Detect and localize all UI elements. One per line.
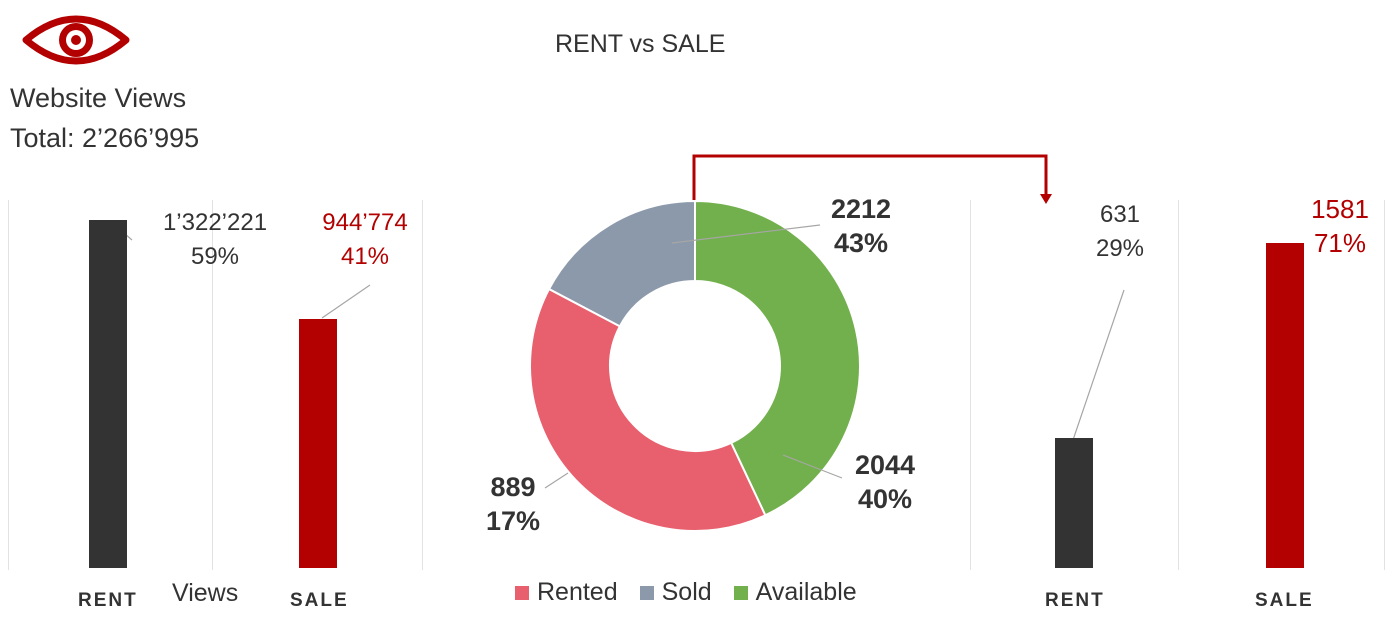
data-label-rent-views-percent: 59% <box>190 243 240 270</box>
data-label-rent-views: 1’322’221 59% <box>150 206 280 274</box>
data-label-sold-percent: 17% <box>485 506 541 536</box>
legend-label-available: Available <box>755 578 857 606</box>
deals-chart-divider <box>1178 200 1179 570</box>
data-label-sale-deals-value: 1581 <box>1311 194 1369 224</box>
eye-icon <box>22 15 130 65</box>
leader-available <box>671 224 821 244</box>
bar-rent-views <box>89 220 127 568</box>
donut-legend: Rented Sold Available <box>515 578 857 607</box>
donut-slice-rented <box>529 287 767 532</box>
data-label-sale-views-percent: 41% <box>340 243 390 270</box>
legend-swatch-rented <box>515 585 529 600</box>
category-label-sale-deals: SALE <box>1255 590 1314 611</box>
main-title: RENT vs SALE <box>555 30 726 58</box>
legend-label-sold: Sold <box>661 578 712 606</box>
data-label-rented: 2044 40% <box>830 448 940 516</box>
bar-sale-views <box>299 319 337 568</box>
data-label-sale-deals-percent: 71% <box>1313 228 1367 258</box>
data-label-available: 2212 43% <box>806 192 916 260</box>
views-axis-label: Views <box>172 579 239 607</box>
views-chart-left-border <box>8 200 9 570</box>
legend-item-available: Available <box>733 578 857 607</box>
data-label-sold-value: 889 <box>490 472 536 502</box>
bar-rent-deals <box>1055 438 1093 568</box>
deals-chart-left-border <box>970 200 971 570</box>
data-label-available-percent: 43% <box>833 228 889 258</box>
donut-slice-available <box>694 199 861 517</box>
category-label-sale-views: SALE <box>290 590 349 611</box>
views-chart-right-border <box>422 200 423 570</box>
deals-chart-right-border <box>1384 200 1385 570</box>
data-label-rent-deals-value: 631 <box>1099 201 1141 228</box>
category-label-rent-deals: RENT <box>1045 590 1105 611</box>
data-label-sale-views: 944’774 41% <box>300 206 430 274</box>
data-label-sold: 889 17% <box>458 470 568 538</box>
header-total: Total: 2’266’995 <box>10 123 200 153</box>
views-chart-divider <box>212 200 213 570</box>
header-title: Website Views <box>10 83 187 113</box>
leader-sold <box>544 472 569 489</box>
category-label-rent-views: RENT <box>78 590 138 611</box>
data-label-rented-percent: 40% <box>857 484 913 514</box>
donut-slice-sold <box>547 199 696 328</box>
data-label-rented-value: 2044 <box>854 450 916 480</box>
legend-swatch-available <box>733 585 748 600</box>
leader-rented <box>782 454 843 479</box>
legend-item-sold: Sold <box>639 578 712 607</box>
data-label-rent-deals-percent: 29% <box>1095 235 1145 262</box>
legend-item-rented: Rented <box>515 578 618 607</box>
data-label-rent-deals: 631 29% <box>1070 198 1170 266</box>
legend-swatch-sold <box>639 585 654 600</box>
legend-label-rented: Rented <box>537 578 618 606</box>
data-label-rent-views-value: 1’322’221 <box>162 209 268 236</box>
data-label-sale-deals: 1581 71% <box>1290 192 1390 260</box>
data-label-sale-views-value: 944’774 <box>322 209 408 236</box>
bar-sale-deals <box>1266 243 1304 568</box>
data-label-available-value: 2212 <box>830 194 892 224</box>
